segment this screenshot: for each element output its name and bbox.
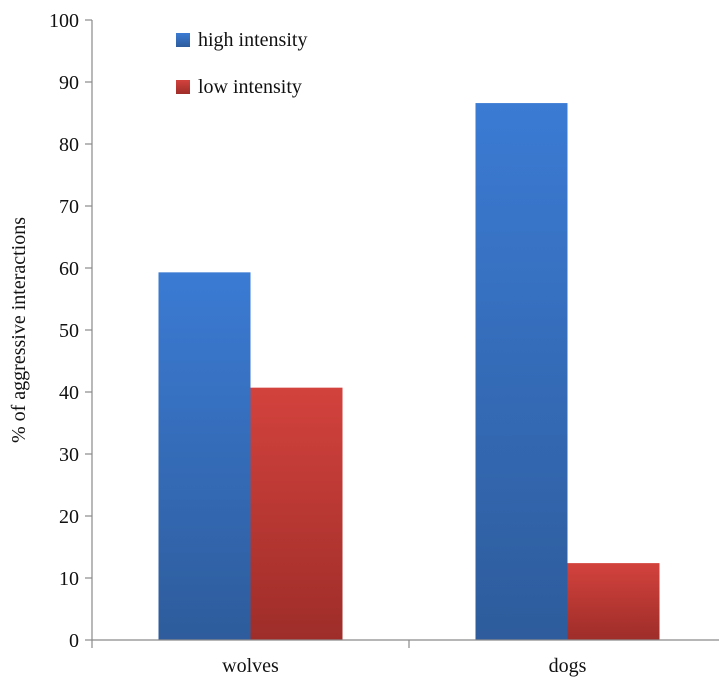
y-tick-label: 60	[59, 258, 79, 280]
bar-high-intensity-dogs	[475, 103, 568, 640]
y-tick-label: 100	[49, 10, 79, 32]
y-tick-label: 0	[69, 630, 79, 652]
y-tick-label: 40	[59, 382, 79, 404]
x-tick-label: wolves	[222, 655, 279, 677]
y-tick-label: 90	[59, 72, 79, 94]
y-tick-label: 70	[59, 196, 79, 218]
bar-high-intensity-wolves	[158, 272, 251, 640]
bars-layer	[158, 103, 660, 640]
y-tick-label: 50	[59, 320, 79, 342]
legend: high intensity low intensity	[176, 29, 307, 98]
legend-label: low intensity	[198, 76, 302, 98]
y-tick-label: 80	[59, 134, 79, 156]
axes-layer: 0 10 20 30 40 50 60 70 80 90 100 wolves dogs	[49, 10, 719, 677]
legend-swatch	[176, 33, 190, 47]
y-tick-label: 20	[59, 506, 79, 528]
y-tick-label: 30	[59, 444, 79, 466]
y-axis-title: % of aggressive interactions	[8, 217, 30, 443]
y-tick-label: 10	[59, 568, 79, 590]
x-tick-label: dogs	[549, 655, 587, 677]
legend-swatch	[176, 80, 190, 94]
bar-low-intensity-wolves	[250, 387, 343, 640]
legend-label: high intensity	[198, 29, 307, 51]
bar-low-intensity-dogs	[567, 563, 660, 640]
